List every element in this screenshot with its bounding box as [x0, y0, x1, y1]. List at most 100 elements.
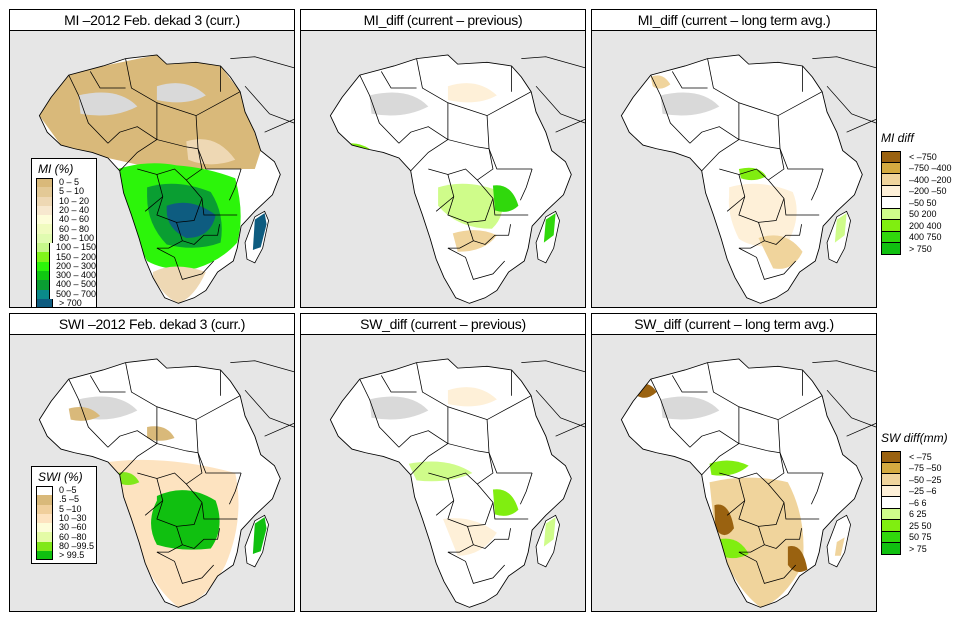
legend-swatch — [36, 261, 50, 271]
country-border — [398, 126, 449, 144]
middle-east-border — [521, 56, 585, 133]
legend-label: –50 –25 — [909, 474, 942, 485]
country-border — [738, 240, 765, 249]
legend-entry: –75 –50 — [881, 462, 948, 474]
country-border — [229, 168, 242, 201]
legend-swi: SWI (%) 0 –5.5 –5 5 –10 10 –30 30 –60 60 –80… — [31, 466, 97, 564]
country-border — [447, 544, 474, 553]
value-region — [78, 92, 138, 116]
country-border — [447, 478, 494, 527]
country-border — [107, 430, 158, 448]
country-border — [156, 443, 199, 454]
legend-swatch — [36, 486, 53, 496]
country-border — [726, 500, 746, 516]
legend-swatch — [36, 224, 53, 234]
legend-swatch — [36, 495, 53, 505]
country-border — [89, 375, 126, 393]
country-border — [447, 174, 494, 223]
country-border — [229, 472, 242, 505]
country-border — [156, 174, 203, 223]
country-border — [447, 247, 505, 280]
country-border — [777, 115, 824, 170]
legend-label: 500 – 700 — [55, 288, 96, 299]
country-border — [447, 139, 490, 150]
legend-entry: –6 6 — [881, 497, 948, 509]
legend-swatch — [36, 187, 53, 197]
legend-label: 20 – 40 — [59, 205, 90, 216]
country-border — [107, 126, 158, 144]
legend-entry: 400 750 — [881, 231, 952, 243]
legend-label: –25 –6 — [909, 486, 937, 497]
legend-swatch — [36, 504, 53, 514]
value-region — [709, 460, 749, 476]
legend-label: 400 – 500 — [55, 279, 96, 290]
country-border — [476, 483, 529, 520]
coastline — [620, 358, 863, 608]
country-border — [435, 500, 455, 516]
value-region — [252, 517, 267, 554]
country-border — [156, 139, 199, 150]
legend-entry: 5 – 10 — [32, 187, 96, 197]
country-border — [156, 544, 183, 553]
legend-swatch — [36, 178, 53, 188]
legend-entry: 40 – 60 — [32, 215, 96, 225]
africa-map — [38, 358, 294, 608]
legend-label: < –75 — [909, 451, 932, 462]
panel-title: MI_diff (current – long term avg.) — [591, 9, 877, 31]
legend-mi-diff: MI diff < –750 –750 –400 –400 –200 –200 –50… — [881, 131, 952, 255]
legend-swatch — [36, 196, 53, 206]
country-border — [811, 472, 824, 505]
map-swi-current — [9, 334, 295, 612]
legend-label: 200 – 300 — [55, 260, 96, 271]
legend-swatch — [36, 523, 53, 533]
country-border — [777, 419, 824, 474]
legend-label: –75 –50 — [909, 463, 942, 474]
country-border — [671, 375, 708, 393]
country-border — [137, 452, 203, 485]
value-region — [408, 461, 473, 482]
legend-label: –200 –50 — [909, 186, 947, 197]
legend-swatch — [36, 551, 53, 561]
country-border — [156, 478, 203, 527]
value-region — [443, 518, 497, 556]
legend-swatch — [36, 280, 50, 290]
legend-entry: 5 –10 — [32, 504, 96, 514]
legend-swatch — [881, 508, 901, 520]
legend-label: 25 50 — [909, 520, 932, 531]
value-region — [156, 83, 206, 103]
value-region — [369, 92, 429, 116]
map-sw-diff-previous — [300, 334, 586, 612]
country-border — [650, 379, 691, 448]
panel-title: SW_diff (current – long term avg.) — [591, 313, 877, 335]
country-border — [486, 115, 533, 170]
legend-label: 400 750 — [909, 232, 942, 243]
country-border — [428, 452, 494, 485]
legend-label: –50 50 — [909, 197, 937, 208]
africa-map — [620, 358, 876, 608]
legend-label: –400 –200 — [909, 174, 952, 185]
legend-entry: 10 – 20 — [32, 196, 96, 206]
middle-east-border — [812, 360, 876, 437]
country-border — [486, 419, 533, 474]
legend-label: 200 400 — [909, 220, 942, 231]
value-region — [834, 213, 847, 243]
country-border — [447, 443, 490, 454]
middle-east-border — [230, 360, 294, 437]
country-border — [701, 406, 740, 476]
country-border — [738, 478, 785, 527]
legend-entry: 30 –60 — [32, 523, 96, 533]
legend-entry: 0 –5 — [32, 486, 96, 496]
country-border — [447, 240, 474, 249]
value-region — [151, 490, 220, 550]
legend-swatch — [36, 270, 50, 281]
africa-map — [38, 54, 294, 304]
legend-entry: 60 – 80 — [32, 224, 96, 234]
legend-label: 50 75 — [909, 532, 932, 543]
country-border — [738, 544, 765, 553]
country-border — [650, 75, 691, 144]
legend-title: SWI (%) — [38, 470, 83, 484]
legend-label: 300 – 400 — [55, 270, 96, 281]
value-region — [186, 139, 236, 165]
legend-swatch — [881, 485, 901, 497]
legend-swatch — [881, 162, 901, 174]
